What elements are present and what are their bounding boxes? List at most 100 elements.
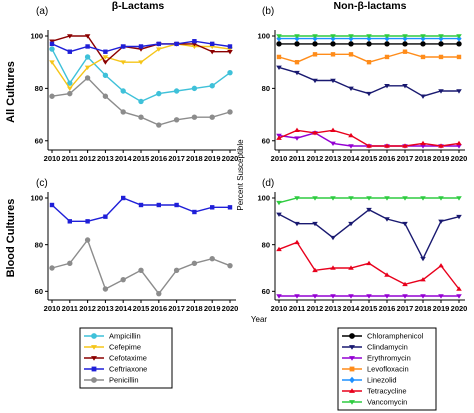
- legend-item-erythromycin: Erythromycin: [342, 354, 411, 363]
- point-b-vancomycin-2018: [420, 34, 426, 39]
- point-d-vancomycin-2018: [420, 196, 426, 201]
- legend-marker-vancomycin: [349, 400, 355, 405]
- point-a-ampicillin-2010: [49, 46, 55, 52]
- legend-item-ceftriaxone: Ceftriaxone: [84, 365, 147, 374]
- point-a-penicillin-2018: [191, 114, 198, 120]
- point-a-ceftriaxone-2016: [156, 41, 161, 47]
- point-b-vancomycin-2019: [438, 34, 444, 39]
- y-tick-label-b-60: 60: [262, 136, 270, 145]
- point-b-erythromycin-2018: [420, 144, 426, 149]
- point-d-tetracycline-2016: [384, 272, 390, 277]
- point-b-levofloxacin-2011: [294, 59, 300, 65]
- point-d-clindamycin-2017: [402, 221, 408, 227]
- legend-label-chloramphenicol: Chloramphenicol: [367, 332, 424, 341]
- point-a-cefotaxime-2020: [227, 49, 233, 55]
- point-b-erythromycin-2020: [456, 144, 462, 149]
- point-b-vancomycin-2017: [402, 34, 408, 39]
- point-a-ceftriaxone-2015: [138, 44, 144, 49]
- point-a-ceftriaxone-2014: [121, 44, 126, 49]
- legend-marker-levofloxacin: [349, 366, 355, 372]
- point-a-penicillin-2016: [156, 122, 162, 128]
- legend-item-linezolid: Linezolid: [342, 376, 397, 385]
- legend-item-clindamycin: Clindamycin: [342, 343, 408, 352]
- point-d-tetracycline-2013: [330, 265, 336, 270]
- point-c-ceftriaxone-2013: [103, 214, 108, 219]
- point-a-penicillin-2013: [102, 93, 109, 99]
- point-d-clindamycin-2010: [276, 212, 282, 217]
- point-c-penicillin-2010: [49, 265, 55, 271]
- point-b-tetracycline-2019: [438, 143, 444, 148]
- series-b-levofloxacin: [276, 49, 462, 65]
- y-tick-label-c-100: 100: [30, 194, 43, 203]
- point-c-ceftriaxone-2019: [210, 205, 215, 210]
- legend-item-ampicillin: Ampicillin: [84, 332, 141, 341]
- x-tick-label-c-2019: 2019: [204, 304, 221, 313]
- point-a-ampicillin-2013: [102, 72, 109, 78]
- x-tick-label-c-2016: 2016: [150, 304, 167, 313]
- x-axis-label: Year: [251, 315, 268, 324]
- point-a-ampicillin-2014: [120, 88, 126, 94]
- point-b-clindamycin-2016: [384, 84, 390, 89]
- x-tick-label-a-2018: 2018: [186, 154, 203, 163]
- point-b-linezolid-2010: [276, 35, 282, 42]
- point-a-penicillin-2014: [120, 109, 126, 115]
- point-b-chloramphenicol-2015: [366, 41, 372, 47]
- series-line-a-ampicillin: [51, 48, 231, 103]
- point-a-ampicillin-2020: [227, 69, 233, 76]
- point-a-penicillin-2010: [49, 93, 55, 99]
- point-d-vancomycin-2014: [348, 196, 354, 201]
- point-b-erythromycin-2013: [330, 141, 336, 146]
- point-c-penicillin-2016: [156, 290, 162, 297]
- point-d-erythromycin-2017: [402, 294, 408, 299]
- point-d-erythromycin-2010: [276, 294, 282, 299]
- point-b-erythromycin-2014: [348, 144, 354, 149]
- point-a-ampicillin-2017: [173, 88, 180, 94]
- point-c-penicillin-2017: [173, 267, 180, 274]
- series-line-c-ceftriaxone: [51, 197, 230, 223]
- x-tick-label-a-2012: 2012: [79, 154, 96, 163]
- x-tick-label-c-2013: 2013: [97, 304, 114, 313]
- x-tick-label-b-2010: 2010: [271, 154, 288, 163]
- x-tick-label-d-2017: 2017: [397, 304, 414, 313]
- point-a-ceftriaxone-2012: [85, 44, 90, 49]
- series-d-tetracycline: [276, 239, 462, 291]
- point-b-linezolid-2020: [456, 35, 462, 42]
- point-a-ampicillin-2011: [67, 80, 73, 86]
- point-a-cefepime-2012: [84, 65, 91, 71]
- point-b-chloramphenicol-2014: [348, 41, 354, 47]
- legend-marker-ceftriaxone: [91, 366, 97, 372]
- point-c-ceftriaxone-2011: [67, 219, 72, 224]
- point-d-erythromycin-2011: [294, 294, 300, 299]
- point-d-clindamycin-2015: [366, 207, 372, 213]
- point-c-ceftriaxone-2015: [138, 202, 144, 208]
- panel-title-b: Non-β-lactams: [334, 0, 407, 12]
- point-a-ceftriaxone-2013: [103, 49, 108, 54]
- legend-item-levofloxacin: Levofloxacin: [342, 365, 409, 374]
- point-b-vancomycin-2014: [348, 34, 354, 39]
- point-c-ceftriaxone-2012: [85, 219, 90, 224]
- point-a-ceftriaxone-2011: [67, 49, 72, 54]
- series-d-vancomycin: [276, 196, 462, 206]
- panel-title-a: β-Lactams: [112, 0, 165, 12]
- point-d-tetracycline-2010: [276, 246, 282, 252]
- legend-item-chloramphenicol: Chloramphenicol: [342, 332, 424, 341]
- point-d-tetracycline-2017: [402, 281, 408, 287]
- point-d-tetracycline-2014: [348, 265, 354, 270]
- point-d-tetracycline-2012: [312, 267, 318, 273]
- point-b-chloramphenicol-2012: [312, 41, 318, 47]
- point-b-tetracycline-2012: [312, 130, 318, 135]
- point-b-linezolid-2011: [294, 35, 300, 42]
- x-tick-label-a-2014: 2014: [115, 154, 133, 163]
- point-b-levofloxacin-2015: [366, 59, 372, 65]
- point-d-tetracycline-2018: [420, 277, 426, 282]
- legend-marker-ampicillin: [91, 333, 97, 339]
- point-d-vancomycin-2012: [312, 196, 318, 201]
- legend-marker-cefepime: [91, 345, 97, 350]
- y-tick-label-a-100: 100: [30, 32, 43, 41]
- y-tick-label-c-80: 80: [35, 240, 43, 249]
- x-tick-label-d-2018: 2018: [415, 304, 432, 313]
- series-a-penicillin: [49, 75, 233, 128]
